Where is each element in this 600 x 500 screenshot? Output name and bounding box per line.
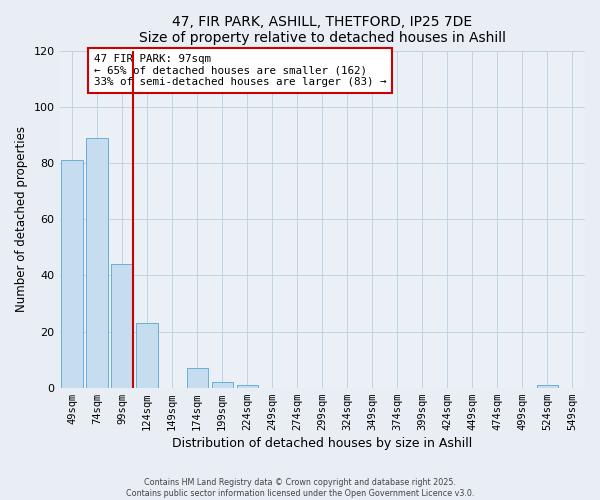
Text: Contains HM Land Registry data © Crown copyright and database right 2025.
Contai: Contains HM Land Registry data © Crown c… (126, 478, 474, 498)
Bar (86, 138, 108, 388)
Bar (537, 385, 558, 388)
Bar (212, 382, 233, 388)
Bar (61, 160, 83, 388)
Bar (112, 264, 133, 388)
X-axis label: Distribution of detached houses by size in Ashill: Distribution of detached houses by size … (172, 437, 472, 450)
Bar (187, 368, 208, 388)
Bar (236, 385, 258, 388)
Bar (136, 323, 158, 388)
Title: 47, FIR PARK, ASHILL, THETFORD, IP25 7DE
Size of property relative to detached h: 47, FIR PARK, ASHILL, THETFORD, IP25 7DE… (139, 15, 506, 45)
Y-axis label: Number of detached properties: Number of detached properties (15, 126, 28, 312)
Text: 47 FIR PARK: 97sqm
← 65% of detached houses are smaller (162)
33% of semi-detach: 47 FIR PARK: 97sqm ← 65% of detached hou… (94, 54, 386, 87)
